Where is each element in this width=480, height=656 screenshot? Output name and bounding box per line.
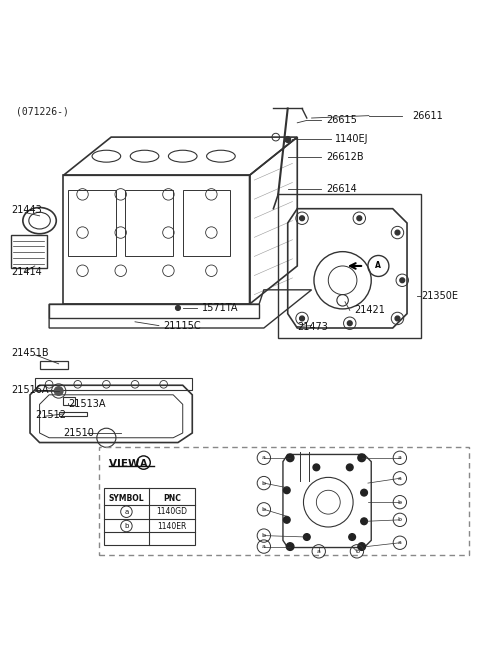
Circle shape — [286, 454, 294, 462]
Circle shape — [300, 316, 304, 321]
Text: SYMBOL: SYMBOL — [108, 494, 144, 503]
Text: 26611: 26611 — [412, 111, 443, 121]
Bar — [104, 488, 195, 545]
Text: a: a — [317, 549, 321, 554]
Circle shape — [300, 216, 304, 220]
Text: A: A — [140, 459, 147, 469]
Text: 21443: 21443 — [11, 205, 42, 215]
Text: 21451B: 21451B — [11, 348, 48, 358]
Text: VIEW: VIEW — [109, 459, 143, 469]
Circle shape — [400, 278, 405, 283]
Text: 21350E: 21350E — [421, 291, 458, 300]
Text: b: b — [262, 533, 266, 538]
Text: 21473: 21473 — [297, 321, 328, 331]
Text: a: a — [398, 541, 402, 545]
Bar — [99, 447, 469, 555]
Circle shape — [358, 454, 365, 462]
Circle shape — [303, 534, 310, 541]
Bar — [11, 235, 47, 268]
Text: 21115C: 21115C — [164, 321, 201, 331]
Bar — [278, 194, 421, 338]
Text: 1140EJ: 1140EJ — [336, 134, 369, 144]
Text: PNC: PNC — [163, 494, 180, 503]
Text: b: b — [398, 500, 402, 504]
Text: 21512: 21512 — [35, 410, 66, 420]
Bar — [63, 397, 75, 405]
Circle shape — [54, 386, 63, 396]
Circle shape — [361, 518, 367, 525]
Text: b: b — [355, 549, 359, 554]
Text: b: b — [124, 523, 129, 529]
Circle shape — [361, 489, 367, 496]
Text: a: a — [124, 509, 129, 515]
Text: A: A — [375, 262, 381, 270]
Circle shape — [313, 464, 320, 471]
Text: a: a — [262, 544, 266, 549]
Text: b: b — [262, 481, 266, 485]
Text: 1140GD: 1140GD — [156, 507, 187, 516]
Circle shape — [395, 230, 400, 235]
Bar — [125, 190, 173, 256]
Text: (071226-): (071226-) — [16, 106, 69, 116]
Text: a: a — [398, 455, 402, 461]
Text: 1140ER: 1140ER — [157, 522, 186, 531]
Text: b: b — [262, 507, 266, 512]
Text: 1571TA: 1571TA — [202, 303, 239, 313]
Text: 26615: 26615 — [326, 115, 357, 125]
Bar — [35, 378, 192, 390]
Circle shape — [283, 516, 290, 523]
Circle shape — [286, 543, 294, 550]
Circle shape — [349, 534, 356, 541]
Bar — [68, 190, 116, 256]
Text: a: a — [398, 476, 402, 481]
Circle shape — [285, 136, 290, 142]
Circle shape — [176, 306, 180, 310]
Circle shape — [283, 487, 290, 493]
Text: b: b — [398, 518, 402, 522]
Circle shape — [357, 216, 362, 220]
Text: a: a — [262, 455, 266, 461]
Text: 26614: 26614 — [326, 184, 357, 194]
Circle shape — [358, 543, 365, 550]
Text: 21516A: 21516A — [11, 385, 48, 395]
Text: 26612B: 26612B — [326, 152, 363, 162]
Circle shape — [347, 464, 353, 471]
Bar — [183, 190, 230, 256]
Text: 21414: 21414 — [11, 267, 42, 277]
Circle shape — [395, 316, 400, 321]
Text: 21510: 21510 — [63, 428, 94, 438]
Text: 21421: 21421 — [355, 305, 385, 316]
Text: 21513A: 21513A — [68, 400, 106, 409]
Circle shape — [348, 321, 352, 325]
